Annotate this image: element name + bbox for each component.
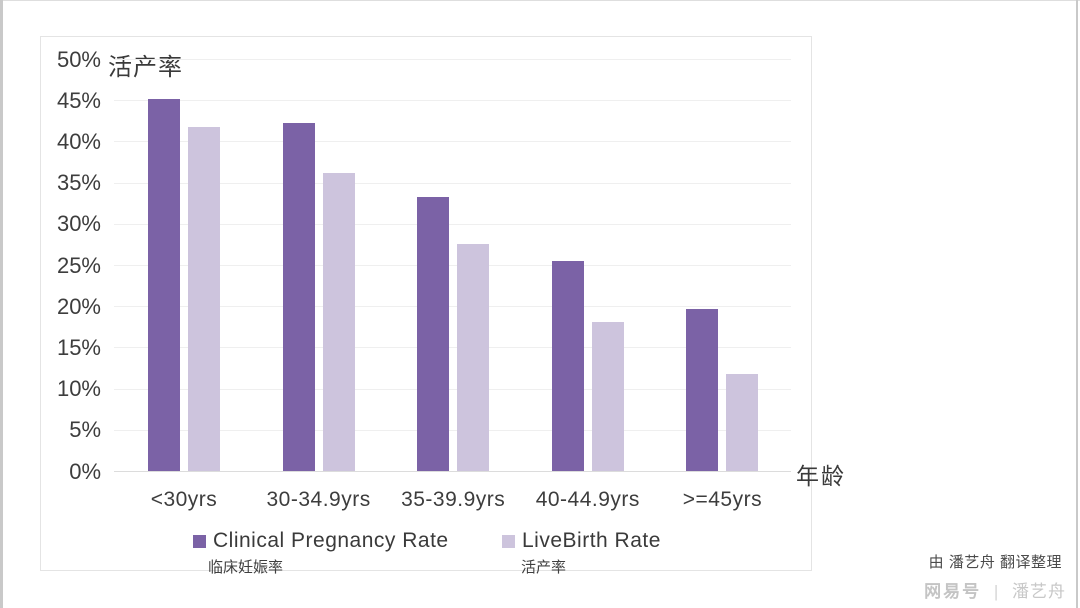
bar-livebirth-rate bbox=[591, 321, 624, 471]
bar-clinical-pregnancy-rate bbox=[282, 123, 315, 471]
y-tick-label: 15% bbox=[56, 334, 101, 360]
gridline bbox=[114, 141, 791, 143]
translator-credit: 由 潘艺舟 翻译整理 bbox=[928, 554, 1062, 571]
legend-swatch bbox=[193, 534, 206, 548]
legend-sublabel: 活产率 bbox=[521, 559, 567, 576]
gridline bbox=[114, 182, 791, 184]
y-tick-label: 30% bbox=[56, 211, 101, 237]
bar-clinical-pregnancy-rate bbox=[417, 196, 450, 471]
gridline bbox=[114, 388, 791, 390]
screenshot-right-edge bbox=[1076, 0, 1078, 608]
watermark-separator: | bbox=[993, 582, 1000, 601]
gridline bbox=[114, 59, 791, 60]
gridline bbox=[114, 223, 791, 225]
bar-livebirth-rate bbox=[322, 172, 355, 471]
x-tick-label: <30yrs bbox=[150, 488, 218, 511]
bar-clinical-pregnancy-rate bbox=[148, 99, 180, 471]
gridline bbox=[114, 265, 791, 266]
y-tick-label: 25% bbox=[56, 252, 101, 278]
x-tick-label: >=45yrs bbox=[682, 488, 763, 511]
x-tick-label: 35-39.9yrs bbox=[401, 488, 506, 511]
bar-livebirth-rate bbox=[188, 126, 220, 471]
y-tick-label: 40% bbox=[56, 128, 101, 154]
bar-clinical-pregnancy-rate bbox=[686, 309, 719, 471]
legend-item: LiveBirth Rate bbox=[502, 529, 661, 553]
legend-item: Clinical Pregnancy Rate bbox=[193, 529, 449, 553]
bar-livebirth-rate bbox=[726, 373, 759, 471]
legend-sublabel: 临床妊娠率 bbox=[208, 559, 284, 576]
y-tick-label: 20% bbox=[56, 293, 101, 319]
y-tick-label: 0% bbox=[69, 458, 101, 484]
screenshot-top-edge bbox=[0, 0, 1080, 1]
bar-clinical-pregnancy-rate bbox=[551, 260, 584, 471]
watermark: 网易号 | 潘艺舟 bbox=[924, 577, 1066, 602]
y-axis-title: 活产率 bbox=[108, 54, 183, 81]
x-tick-label: 40-44.9yrs bbox=[535, 488, 640, 511]
chart-area: 活产率 50% 45% 40% 35% 30% 25% 20% 15% 10% 5% 0% <30yr… bbox=[40, 36, 812, 576]
legend-label: Clinical Pregnancy Rate bbox=[213, 529, 449, 552]
legend-label: LiveBirth Rate bbox=[522, 529, 661, 552]
gridline bbox=[114, 306, 791, 308]
y-tick-label: 50% bbox=[56, 46, 101, 72]
x-tick-label: 30-34.9yrs bbox=[266, 488, 371, 511]
y-tick-label: 35% bbox=[56, 170, 101, 196]
screenshot-left-edge bbox=[0, 0, 3, 608]
watermark-brand-logo: 网易号 bbox=[924, 582, 982, 601]
x-axis-title: 年龄 bbox=[796, 463, 846, 489]
bar-livebirth-rate bbox=[457, 244, 490, 471]
gridline bbox=[114, 100, 791, 102]
x-axis-line bbox=[114, 471, 791, 472]
gridline bbox=[114, 429, 791, 431]
y-tick-label: 10% bbox=[56, 376, 101, 402]
legend-swatch bbox=[502, 534, 515, 548]
gridline bbox=[114, 347, 791, 349]
watermark-author: 潘艺舟 bbox=[1012, 582, 1066, 601]
y-tick-label: 45% bbox=[56, 87, 101, 113]
y-tick-label: 5% bbox=[69, 417, 101, 443]
